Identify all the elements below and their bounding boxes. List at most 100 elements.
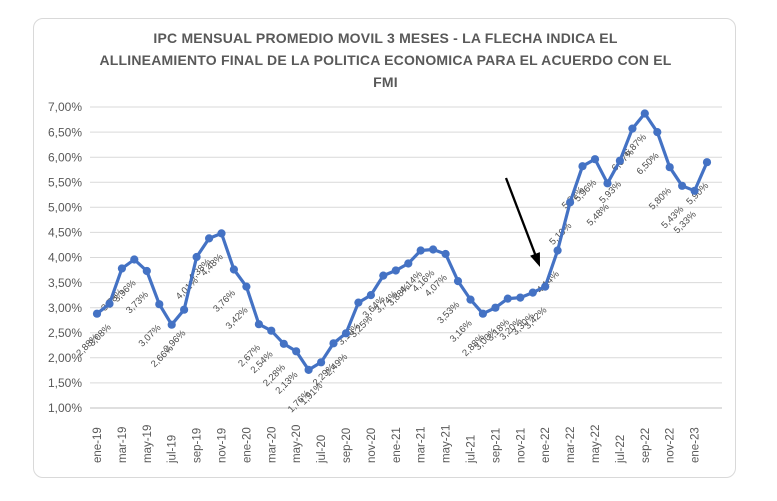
data-point-marker (665, 163, 674, 172)
x-axis-tick-label: nov-22 (665, 428, 677, 463)
x-axis-tick-label: nov-21 (515, 428, 527, 463)
data-point-label: 6,50% (635, 150, 662, 177)
data-point-marker (117, 264, 126, 273)
x-axis-tick-label: mar-19 (117, 427, 129, 463)
data-point-marker (192, 252, 201, 262)
x-axis-tick-label: may-20 (291, 425, 303, 463)
x-axis-tick-label: sep-19 (192, 428, 204, 463)
y-axis-tick-label: 2,00% (48, 351, 82, 365)
x-axis-tick-label: may-22 (590, 425, 602, 463)
x-axis-tick-label: ene-19 (92, 427, 104, 463)
data-point-marker (429, 245, 438, 254)
y-axis-tick-label: 3,00% (48, 301, 82, 315)
data-point-marker (279, 339, 288, 348)
data-point-marker (466, 295, 475, 304)
data-point-marker (553, 246, 562, 255)
x-axis-tick-label: jul-19 (167, 435, 179, 464)
data-point-marker (615, 156, 625, 165)
data-point-marker (478, 309, 487, 318)
x-axis-tick-label: jul-21 (466, 435, 478, 464)
chart-frame (33, 18, 736, 478)
data-point-label: 5,48% (585, 201, 612, 228)
data-point-marker (180, 305, 189, 314)
data-point-marker (578, 162, 587, 171)
y-axis-tick-label: 6,50% (48, 125, 82, 139)
series-line (95, 111, 709, 372)
data-point-marker (541, 282, 550, 291)
data-point-marker (329, 339, 338, 348)
data-point-label: 5,80% (647, 185, 674, 212)
y-axis-tick-label: 2,50% (48, 326, 82, 340)
y-axis-tick-label: 5,00% (48, 201, 82, 215)
chart-title-line-3: FMI (373, 74, 398, 90)
data-point-marker (379, 271, 388, 280)
data-point-marker (317, 358, 326, 367)
annotation-arrow-line (504, 177, 539, 261)
x-axis-tick-label: jul-22 (615, 435, 627, 464)
x-axis-tick-label: may-21 (441, 425, 453, 463)
x-axis-tick-label: mar-20 (266, 427, 278, 463)
data-point-marker (441, 249, 450, 259)
data-point-marker (130, 255, 139, 264)
x-axis-tick-label: mar-21 (416, 427, 428, 463)
y-axis-tick-label: 4,50% (48, 226, 82, 240)
data-point-marker (242, 282, 251, 291)
y-axis-tick-label: 5,50% (48, 175, 82, 189)
x-axis-tick-label: ene-23 (690, 427, 702, 463)
data-point-marker (142, 266, 151, 276)
data-point-marker (528, 288, 537, 297)
data-point-marker (267, 326, 276, 335)
data-point-marker (416, 246, 425, 255)
data-point-marker (354, 298, 363, 307)
data-point-marker (503, 294, 512, 303)
chart-title: IPC MENSUAL PROMEDIO MOVIL 3 MESES - LA … (43, 27, 728, 93)
y-axis-tick-label: 4,00% (48, 251, 82, 265)
data-point-label: 3,42% (224, 305, 251, 332)
x-axis-tick-label: mar-22 (565, 427, 577, 463)
x-axis-tick-label: nov-19 (217, 428, 229, 463)
data-point-marker (167, 320, 176, 329)
x-axis-tick-label: nov-20 (366, 428, 378, 463)
data-point-marker (628, 124, 637, 133)
data-point-marker (341, 329, 351, 338)
x-axis-tick-label: jul-20 (316, 435, 328, 464)
data-point-marker (404, 259, 413, 268)
data-point-label: 3,53% (435, 299, 462, 326)
data-point-marker (702, 158, 712, 167)
y-axis-tick-label: 3,50% (48, 276, 82, 290)
data-point-marker (155, 300, 164, 309)
annotation-arrow-head (530, 252, 540, 267)
y-axis-tick-label: 1,50% (48, 376, 82, 390)
data-point-marker (516, 293, 525, 302)
x-axis-tick-label: sep-22 (640, 428, 652, 463)
data-point-marker (566, 198, 575, 207)
x-axis-tick-label: ene-21 (391, 427, 403, 463)
data-point-marker (217, 229, 226, 238)
x-axis-tick-label: ene-22 (540, 427, 552, 463)
data-point-marker (229, 265, 238, 274)
data-point-marker (92, 309, 102, 318)
data-point-marker (690, 186, 699, 195)
x-axis-tick-label: sep-20 (341, 428, 353, 463)
y-axis-tick-label: 6,00% (48, 150, 82, 164)
data-point-marker (292, 347, 301, 356)
data-point-marker (590, 155, 600, 164)
chart-title-line-2: ALLINEAMIENTO FINAL DE LA POLITICA ECONO… (99, 52, 672, 68)
data-point-marker (391, 266, 400, 275)
y-axis-tick-label: 1,00% (48, 401, 82, 415)
data-point-marker (254, 320, 263, 329)
data-point-marker (205, 234, 214, 243)
data-point-marker (653, 128, 662, 137)
data-point-marker (366, 291, 375, 300)
data-point-marker (105, 299, 114, 308)
data-point-label: 3,07% (137, 322, 164, 349)
data-point-marker (304, 365, 313, 374)
chart-title-line-1: IPC MENSUAL PROMEDIO MOVIL 3 MESES - LA … (153, 30, 618, 46)
y-axis-tick-label: 7,00% (48, 100, 82, 114)
x-axis-tick-label: may-19 (142, 425, 154, 463)
data-point-marker (453, 277, 463, 286)
data-point-marker (678, 181, 687, 190)
data-point-marker (640, 109, 649, 118)
